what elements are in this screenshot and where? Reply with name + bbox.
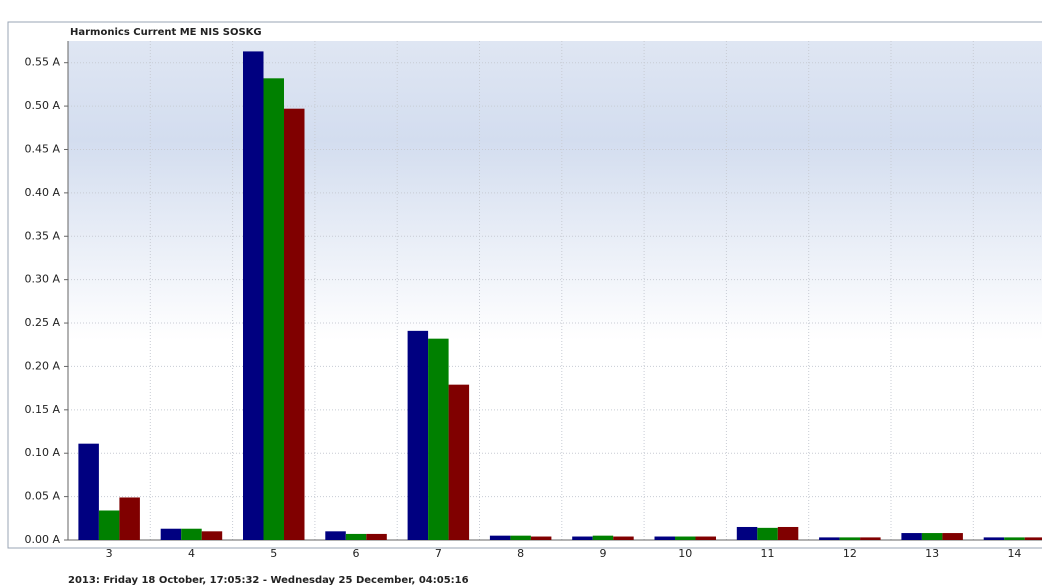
y-tick-label: 0.35 A <box>24 229 60 242</box>
bar <box>489 535 511 540</box>
y-tick-label: 0.20 A <box>24 359 60 372</box>
y-tick-label: 0.00 A <box>24 533 60 546</box>
x-tick-label: 4 <box>188 547 195 560</box>
bar <box>510 535 531 540</box>
y-tick-label: 0.15 A <box>24 403 60 416</box>
bar <box>78 443 99 540</box>
x-tick-label: 11 <box>761 547 775 560</box>
x-tick-label: 13 <box>925 547 939 560</box>
y-tick-label: 0.55 A <box>24 56 60 69</box>
y-tick-label: 0.30 A <box>24 273 60 286</box>
bar <box>942 533 963 540</box>
bar <box>448 384 470 540</box>
bar <box>572 536 593 540</box>
bar <box>1024 537 1042 540</box>
bar <box>201 531 223 540</box>
bar <box>613 536 634 540</box>
bar <box>181 528 202 540</box>
bar <box>675 536 696 540</box>
y-tick-label: 0.40 A <box>24 186 60 199</box>
bar <box>736 526 758 540</box>
plot-background <box>68 41 1042 540</box>
bar <box>407 330 429 540</box>
x-tick-label: 10 <box>678 547 692 560</box>
bar <box>345 533 367 540</box>
bar <box>284 108 305 541</box>
bar <box>243 51 264 541</box>
x-tick-label: 14 <box>1007 547 1021 560</box>
x-tick-label: 5 <box>270 547 277 560</box>
bar <box>654 536 675 540</box>
bar <box>592 535 614 540</box>
time-range: 2013: Friday 18 October, 17:05:32 - Wedn… <box>68 575 469 586</box>
bar <box>325 531 346 540</box>
bar <box>428 338 449 540</box>
x-tick-label: 7 <box>435 547 442 560</box>
bar <box>921 533 943 540</box>
bar <box>777 526 799 540</box>
bar <box>901 533 922 540</box>
bar <box>263 78 284 540</box>
bar <box>983 537 1005 540</box>
y-tick-label: 0.10 A <box>24 446 60 459</box>
bar <box>819 537 840 540</box>
x-tick-label: 8 <box>517 547 524 560</box>
x-tick-label: 12 <box>843 547 857 560</box>
bar <box>98 510 120 540</box>
bar <box>860 537 881 540</box>
chart-title: Harmonics Current ME NIS SOSKG <box>70 27 262 38</box>
y-tick-label: 0.50 A <box>24 99 60 112</box>
bar <box>757 527 778 540</box>
bar <box>366 533 387 540</box>
x-tick-label: 3 <box>106 547 113 560</box>
y-tick-label: 0.45 A <box>24 142 60 155</box>
bar <box>695 536 716 540</box>
x-tick-label: 6 <box>353 547 360 560</box>
bar <box>1004 537 1025 540</box>
bar <box>119 497 140 540</box>
bar <box>839 537 861 540</box>
y-tick-label: 0.25 A <box>24 316 60 329</box>
bar <box>530 536 552 540</box>
y-tick-label: 0.05 A <box>24 490 60 503</box>
x-tick-label: 9 <box>599 547 606 560</box>
bar <box>160 528 182 540</box>
